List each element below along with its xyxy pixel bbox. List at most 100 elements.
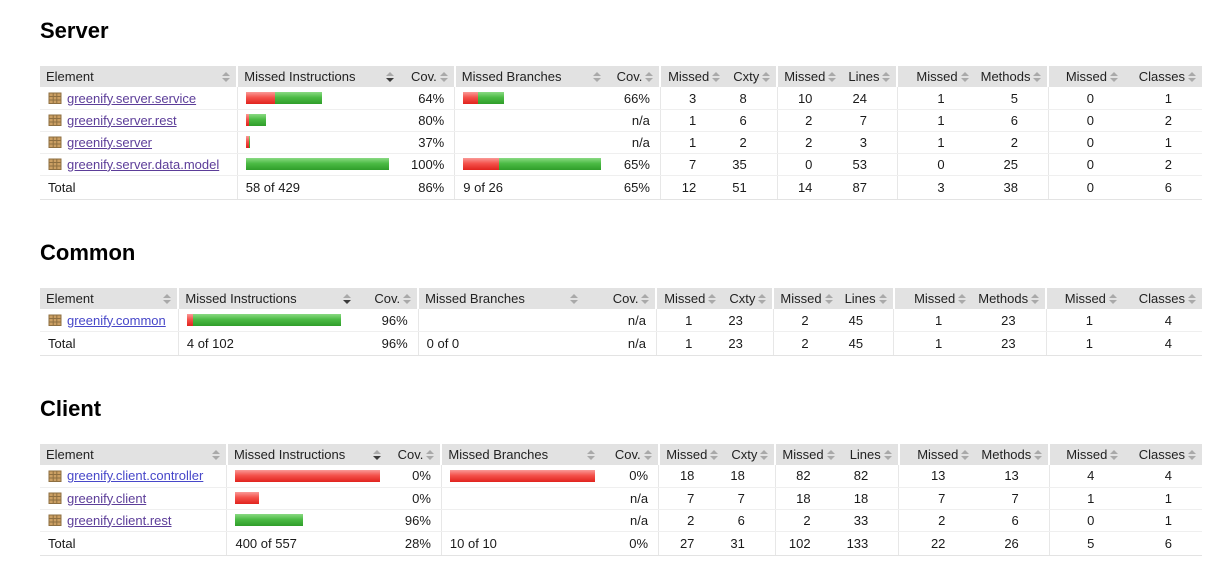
col-header-cxty[interactable]: Cxty (724, 444, 776, 466)
col-header-methods[interactable]: Methods (974, 66, 1049, 88)
missed-branches-bar (440, 509, 601, 532)
col-header-missed[interactable]: Missed (1047, 66, 1124, 88)
col-header-cov[interactable]: Cov. (583, 288, 657, 310)
total-methods: 26 (975, 530, 1050, 556)
col-header-missed[interactable]: Missed (774, 444, 841, 466)
col-header-cov[interactable]: Cov. (357, 288, 419, 310)
col-header-classes[interactable]: Classes (1124, 66, 1202, 88)
total-missed-cxty: 1 (655, 330, 723, 356)
col-header-cov[interactable]: Cov. (399, 66, 455, 88)
col-header-lines[interactable]: Lines (838, 288, 894, 310)
col-header-lines[interactable]: Lines (842, 66, 898, 88)
package-icon (48, 513, 62, 527)
col-header-classes[interactable]: Classes (1124, 444, 1202, 466)
col-header-missed-instructions[interactable]: Missed Instructions (177, 288, 358, 310)
classes-value: 1 (1124, 509, 1202, 532)
col-header-missed[interactable]: Missed (1045, 288, 1123, 310)
col-header-missed[interactable]: Missed (772, 288, 839, 310)
col-header-missed[interactable]: Missed (1048, 444, 1125, 466)
m-methods-value: 1 (893, 309, 973, 332)
col-header-missed-instructions[interactable]: Missed Instructions (236, 66, 400, 88)
sort-icon (1188, 449, 1196, 460)
col-header-cov[interactable]: Cov. (607, 66, 661, 88)
col-header-missed[interactable]: Missed (657, 444, 725, 466)
col-header-label: Missed Instructions (244, 69, 356, 85)
missed-instructions-bar (226, 465, 387, 488)
col-header-lines[interactable]: Lines (840, 444, 899, 466)
col-header-element[interactable]: Element (40, 66, 238, 88)
m-classes-value: 0 (1047, 153, 1124, 176)
header-row: Element Missed Instructions Cov. Missed Bra… (40, 444, 1202, 466)
missed-instructions-bar (236, 109, 400, 132)
package-link[interactable]: greenify.server.data.model (67, 156, 220, 172)
col-header-label: Missed Branches (448, 447, 549, 463)
col-header-label: Lines (844, 291, 876, 307)
col-header-missed[interactable]: Missed (896, 66, 975, 88)
covered-bar-green (245, 158, 389, 171)
m-methods-value: 7 (898, 487, 976, 510)
col-header-label: Missed (664, 291, 706, 307)
sort-icon (712, 71, 721, 82)
col-header-missed[interactable]: Missed (659, 66, 727, 88)
package-link[interactable]: greenify.client.controller (67, 468, 204, 484)
missed-branches-bar (454, 87, 608, 110)
col-header-missed[interactable]: Missed (776, 66, 843, 88)
covered-bar-green (248, 114, 266, 127)
coverage-table-client: Element Missed Instructions Cov. Missed Bra… (40, 444, 1202, 556)
table-row: greenify.server.rest 80% n/a 1 6 2 7 1 6 0 2 (40, 109, 1202, 132)
total-missed-instructions: 4 of 102 (177, 330, 358, 356)
package-link[interactable]: greenify.common (67, 312, 166, 328)
package-icon (48, 157, 62, 171)
package-link[interactable]: greenify.client.rest (67, 512, 172, 528)
col-header-label: Element (46, 69, 94, 85)
total-cxty: 51 (726, 174, 778, 200)
col-header-label: Lines (849, 447, 881, 463)
cxty-value: 23 (722, 309, 774, 332)
col-header-label: Missed (666, 447, 708, 463)
col-header-element[interactable]: Element (40, 288, 179, 310)
missed-bar-red (245, 136, 249, 149)
classes-value: 1 (1124, 131, 1202, 154)
col-header-label: Classes (1138, 69, 1185, 85)
col-header-cxty[interactable]: Cxty (722, 288, 774, 310)
col-header-missed-instructions[interactable]: Missed Instructions (225, 444, 387, 466)
col-header-methods[interactable]: Methods (975, 444, 1050, 466)
branch-cov-value: 0% (600, 465, 659, 488)
cxty-value: 35 (726, 153, 778, 176)
package-link[interactable]: greenify.server.service (67, 90, 197, 106)
col-header-element[interactable]: Element (40, 444, 227, 466)
col-header-missed[interactable]: Missed (655, 288, 723, 310)
col-header-cov[interactable]: Cov. (386, 444, 442, 466)
instr-cov-value: 80% (399, 109, 455, 132)
sort-icon (758, 293, 767, 304)
total-missed-methods: 22 (898, 530, 976, 556)
m-classes-value: 1 (1048, 487, 1125, 510)
total-lines: 45 (838, 330, 894, 356)
m-methods-value: 2 (898, 509, 976, 532)
col-header-missed-branches[interactable]: Missed Branches (440, 444, 601, 466)
col-header-missed-branches[interactable]: Missed Branches (453, 66, 608, 88)
package-link[interactable]: greenify.client (67, 490, 147, 506)
lines-value: 82 (840, 465, 899, 488)
col-header-missed[interactable]: Missed (897, 444, 976, 466)
total-missed-cxty: 12 (659, 174, 727, 200)
package-link[interactable]: greenify.server.rest (67, 112, 177, 128)
total-classes: 4 (1122, 330, 1202, 356)
instr-cov-value: 96% (386, 509, 442, 532)
col-header-cxty[interactable]: Cxty (726, 66, 778, 88)
total-label: Total (40, 174, 238, 200)
missed-instructions-bar (236, 87, 400, 110)
col-header-cov[interactable]: Cov. (600, 444, 659, 466)
package-link[interactable]: greenify.server (67, 134, 153, 150)
col-header-methods[interactable]: Methods (972, 288, 1047, 310)
col-header-missed-branches[interactable]: Missed Branches (417, 288, 584, 310)
missed-instructions-bar (226, 509, 387, 532)
sort-icon (569, 293, 578, 304)
sort-icon (1034, 449, 1043, 460)
col-header-label: Missed (914, 291, 956, 307)
cxty-value: 8 (726, 87, 778, 110)
col-header-missed[interactable]: Missed (892, 288, 973, 310)
col-header-classes[interactable]: Classes (1122, 288, 1202, 310)
missed-bar-red (245, 114, 249, 127)
sort-icon (826, 449, 835, 460)
